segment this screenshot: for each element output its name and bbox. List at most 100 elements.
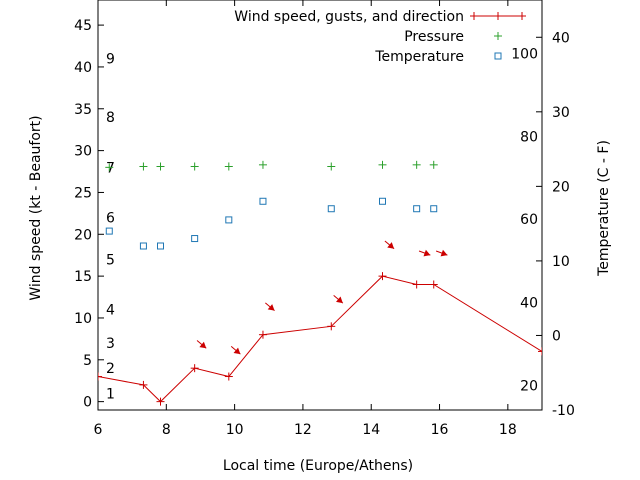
wind-direction-arrow <box>418 249 431 257</box>
wind-direction-arrow <box>384 240 395 250</box>
arrow-head <box>387 242 395 249</box>
wind-point <box>412 280 421 289</box>
plot-clipped <box>98 160 542 406</box>
wind-direction-arrow <box>265 302 275 311</box>
pressure-point <box>224 162 233 171</box>
temperature-point <box>430 205 438 213</box>
y-tick-label: 40 <box>74 60 92 76</box>
fahrenheit-label: 40 <box>520 296 538 312</box>
plot-series <box>98 160 542 406</box>
plot-axes: 6 8 10 12 14 16 18051015202530354045-100102030… <box>74 0 575 438</box>
wind-point <box>224 372 233 381</box>
pressure-point <box>378 160 387 169</box>
wind-point <box>98 372 102 381</box>
wind-direction-arrow <box>333 294 344 304</box>
wind-point <box>378 272 387 281</box>
wind-point <box>538 347 542 356</box>
beaufort-label: 1 <box>106 386 115 402</box>
temperature-point <box>139 242 147 250</box>
fahrenheit-label: 60 <box>520 212 538 228</box>
pressure-point <box>258 160 267 169</box>
pressure-point <box>429 160 438 169</box>
y-tick-label: 0 <box>83 395 92 411</box>
x-tick-label: 12 <box>294 422 312 438</box>
fahrenheit-label: 100 <box>511 47 538 63</box>
y2-tick-label: -10 <box>552 403 575 419</box>
legend-wind-end <box>470 12 478 20</box>
arrow-head <box>440 249 448 257</box>
temperature-point <box>259 197 267 205</box>
y2-tick-label: 20 <box>552 179 570 195</box>
x-tick-label: 16 <box>431 422 449 438</box>
arrow-head <box>336 296 343 304</box>
x-tick-label: 8 <box>162 422 171 438</box>
temperature-point <box>327 205 335 213</box>
y-tick-label: 15 <box>74 269 92 285</box>
arrow-head <box>267 304 275 311</box>
y-tick-label: 10 <box>74 311 92 327</box>
pressure-point <box>190 162 199 171</box>
legend-wind-mid <box>494 12 502 20</box>
beaufort-label: 8 <box>106 110 115 126</box>
pressure-point <box>412 160 421 169</box>
legend-wind-end <box>518 12 526 20</box>
arrow-head <box>233 347 241 355</box>
pressure-point <box>156 162 165 171</box>
x-tick-label: 18 <box>499 422 517 438</box>
beaufort-label: 2 <box>106 361 115 377</box>
beaufort-label: 5 <box>106 252 115 268</box>
arrow-head <box>199 341 207 349</box>
wind-point <box>139 380 148 389</box>
beaufort-label: 6 <box>106 211 115 227</box>
fahrenheit-label: 80 <box>520 129 538 145</box>
y2-axis-label: Temperature (C - F) <box>596 140 612 277</box>
fahrenheit-label: 20 <box>520 378 538 394</box>
wind-point <box>156 397 165 406</box>
temperature-point <box>157 242 165 250</box>
legend-label: Temperature <box>374 49 464 65</box>
temperature-point <box>191 235 199 243</box>
wind-point <box>327 322 336 331</box>
y-tick-label: 35 <box>74 102 92 118</box>
temperature-point <box>105 227 113 235</box>
wind-direction-arrow <box>230 346 241 355</box>
beaufort-label: 3 <box>106 336 115 352</box>
temperature-point <box>225 216 233 224</box>
wind-point <box>429 280 438 289</box>
plot-frame <box>97 0 543 411</box>
y2-tick-label: 40 <box>552 30 570 46</box>
y2-tick-label: 30 <box>552 105 570 121</box>
wind-direction-arrow <box>196 340 207 349</box>
x-tick-label: 10 <box>226 422 244 438</box>
y-tick-label: 30 <box>74 144 92 160</box>
legend-label: Wind speed, gusts, and direction <box>234 9 464 25</box>
y2-tick-label: 0 <box>552 328 561 344</box>
beaufort-label: 7 <box>106 160 115 176</box>
legend-temperature-mark <box>494 52 502 60</box>
temperature-point <box>379 197 387 205</box>
wind-direction-arrow <box>435 249 448 257</box>
wind-speed-line <box>98 275 542 403</box>
x-tick-label: 14 <box>362 422 380 438</box>
pressure-point <box>327 162 336 171</box>
y2-tick-label: 10 <box>552 254 570 270</box>
y-axis-label: Wind speed (kt - Beaufort) <box>28 115 44 300</box>
y-tick-label: 45 <box>74 18 92 34</box>
pressure-point <box>105 163 114 172</box>
y-tick-label: 25 <box>74 185 92 201</box>
beaufort-label: 4 <box>106 303 115 319</box>
legend-label: Pressure <box>404 29 464 45</box>
legend-pressure-mark <box>494 32 502 40</box>
x-tick-label: 6 <box>94 422 103 438</box>
pressure-point <box>139 162 148 171</box>
x-axis-label: Local time (Europe/Athens) <box>223 458 413 474</box>
temperature-point <box>413 205 421 213</box>
y-tick-label: 20 <box>74 227 92 243</box>
beaufort-label: 9 <box>106 52 115 68</box>
arrow-head <box>423 249 431 257</box>
wind-point <box>258 330 267 339</box>
y-tick-label: 5 <box>83 353 92 369</box>
legend: Wind speed, gusts, and direction Pressure… <box>234 9 526 65</box>
wind-point <box>190 364 199 373</box>
